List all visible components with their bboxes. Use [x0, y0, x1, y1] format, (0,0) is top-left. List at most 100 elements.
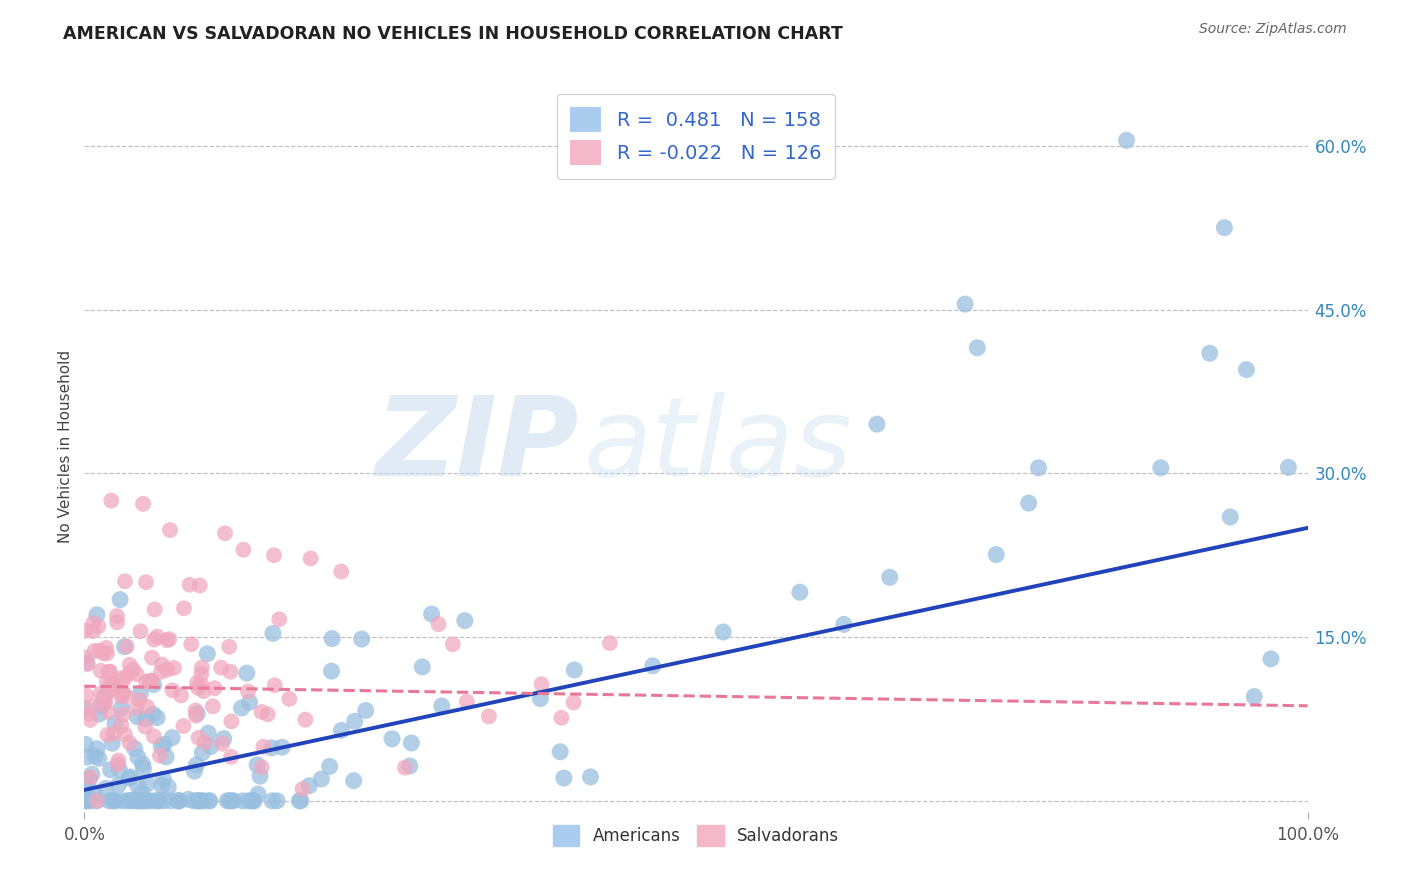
Point	[97, 705, 120, 719]
Point	[232, 794, 254, 808]
Point	[411, 660, 433, 674]
Point	[204, 681, 226, 696]
Point	[173, 601, 195, 615]
Point	[86, 794, 108, 808]
Point	[143, 632, 166, 647]
Point	[86, 741, 108, 756]
Point	[186, 758, 208, 772]
Point	[269, 612, 291, 626]
Point	[1018, 496, 1040, 510]
Point	[86, 607, 108, 622]
Point	[290, 794, 312, 808]
Point	[271, 740, 294, 755]
Point	[156, 663, 179, 677]
Point	[87, 751, 110, 765]
Point	[82, 699, 104, 714]
Point	[579, 770, 602, 784]
Point	[247, 787, 270, 801]
Point	[93, 647, 115, 661]
Point	[187, 681, 209, 695]
Point	[97, 665, 120, 679]
Point	[350, 632, 373, 646]
Point	[75, 688, 97, 702]
Point	[186, 794, 208, 808]
Point	[75, 624, 97, 638]
Point	[1236, 362, 1258, 376]
Point	[125, 700, 148, 714]
Point	[394, 761, 416, 775]
Point	[879, 570, 901, 584]
Point	[197, 726, 219, 740]
Point	[190, 667, 212, 681]
Point	[124, 741, 146, 756]
Point	[84, 748, 107, 763]
Point	[343, 714, 366, 729]
Point	[94, 781, 117, 796]
Point	[114, 574, 136, 589]
Point	[1219, 510, 1241, 524]
Legend: Americans, Salvadorans: Americans, Salvadorans	[546, 818, 846, 853]
Point	[118, 771, 141, 785]
Point	[107, 757, 129, 772]
Point	[76, 789, 98, 804]
Point	[96, 675, 118, 690]
Point	[242, 794, 264, 808]
Point	[120, 793, 142, 807]
Point	[236, 684, 259, 698]
Point	[142, 730, 165, 744]
Point	[1213, 220, 1236, 235]
Point	[318, 759, 340, 773]
Point	[148, 794, 170, 808]
Point	[789, 585, 811, 599]
Point	[456, 695, 478, 709]
Point	[219, 794, 242, 808]
Point	[136, 699, 159, 714]
Point	[110, 690, 132, 704]
Point	[132, 497, 155, 511]
Point	[107, 754, 129, 768]
Point	[427, 617, 450, 632]
Point	[77, 790, 100, 805]
Point	[641, 658, 664, 673]
Point	[866, 417, 889, 432]
Point	[236, 666, 259, 681]
Point	[177, 792, 200, 806]
Point	[252, 739, 274, 754]
Point	[172, 719, 194, 733]
Point	[142, 678, 165, 692]
Point	[77, 772, 100, 787]
Point	[79, 713, 101, 727]
Point	[217, 794, 239, 808]
Point	[105, 609, 128, 624]
Point	[73, 794, 96, 808]
Point	[156, 633, 179, 648]
Point	[76, 794, 98, 808]
Point	[218, 794, 240, 808]
Point	[101, 676, 124, 690]
Point	[194, 735, 217, 749]
Text: ZIP: ZIP	[377, 392, 579, 500]
Point	[96, 728, 118, 742]
Point	[129, 794, 152, 808]
Point	[311, 772, 333, 786]
Point	[299, 551, 322, 566]
Point	[77, 706, 100, 721]
Point	[420, 607, 443, 621]
Point	[530, 677, 553, 691]
Point	[198, 794, 221, 808]
Point	[122, 662, 145, 676]
Point	[232, 542, 254, 557]
Point	[564, 663, 586, 677]
Point	[298, 779, 321, 793]
Point	[132, 794, 155, 808]
Point	[120, 770, 142, 784]
Point	[288, 794, 311, 808]
Point	[142, 707, 165, 722]
Point	[193, 794, 215, 808]
Point	[201, 699, 224, 714]
Point	[93, 690, 115, 705]
Point	[986, 548, 1008, 562]
Point	[105, 794, 128, 808]
Point	[381, 731, 404, 746]
Point	[128, 692, 150, 706]
